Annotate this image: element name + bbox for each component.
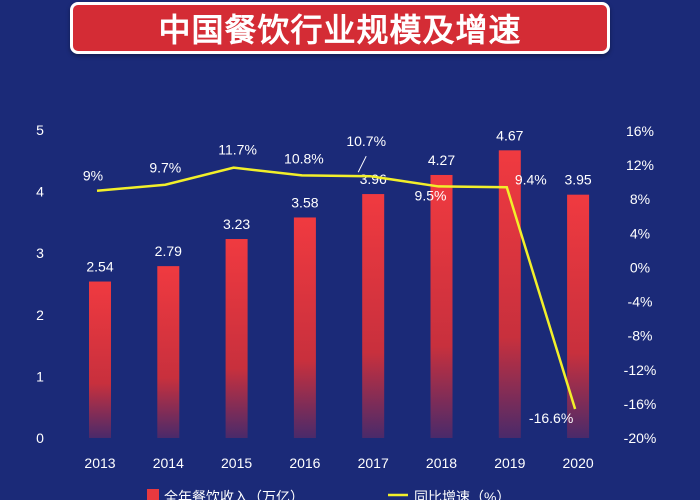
right-axis-ticks: 16% 12% 8% 4% 0% -4% -8% -12% -16% -20% bbox=[624, 123, 657, 446]
bar-value-label: 4.27 bbox=[428, 152, 455, 168]
right-axis-tick: 8% bbox=[630, 191, 650, 207]
right-axis-tick: -4% bbox=[628, 294, 653, 310]
left-axis-tick: 0 bbox=[36, 430, 44, 446]
legend: 全年餐饮收入（万亿） 同比增速（%） bbox=[147, 489, 510, 500]
bar-value-label: 3.23 bbox=[223, 216, 250, 232]
right-axis-tick: -12% bbox=[624, 362, 657, 378]
bar bbox=[430, 174, 453, 438]
x-axis-tick: 2015 bbox=[221, 455, 252, 471]
bar bbox=[362, 194, 385, 438]
bar bbox=[89, 281, 111, 438]
bar bbox=[567, 194, 590, 438]
x-axis-tick: 2018 bbox=[426, 455, 457, 471]
bar-value-label: 4.67 bbox=[496, 127, 523, 143]
right-axis-tick: 12% bbox=[626, 157, 654, 173]
left-axis-tick: 3 bbox=[36, 245, 44, 261]
right-axis-tick: -20% bbox=[624, 430, 657, 446]
legend-bar-label: 全年餐饮收入（万亿） bbox=[164, 489, 304, 500]
line-value-label: 9.5% bbox=[415, 187, 447, 203]
x-axis-tick: 2020 bbox=[563, 455, 594, 471]
x-axis-tick: 2016 bbox=[289, 455, 320, 471]
line-value-label: 9.7% bbox=[149, 160, 181, 176]
legend-line-label: 同比增速（%） bbox=[414, 489, 510, 500]
line-value-label: 11.7% bbox=[218, 142, 257, 158]
bar-data-labels: 2.542.793.233.583.964.274.673.95 bbox=[86, 127, 592, 274]
x-axis-tick: 2014 bbox=[153, 455, 184, 471]
right-axis-tick: 0% bbox=[630, 259, 650, 275]
bar-value-label: 3.95 bbox=[564, 172, 591, 188]
left-axis-tick: 4 bbox=[36, 184, 44, 200]
chart-title-banner: 中国餐饮行业规模及增速 bbox=[70, 2, 610, 54]
right-axis-tick: 4% bbox=[630, 225, 650, 241]
line-data-labels: 9% 9.7% 11.7% 10.8% 10.7% 9.5% 9.4% -16.6% bbox=[83, 133, 573, 426]
bar bbox=[293, 217, 316, 438]
line-series bbox=[96, 166, 577, 410]
bar-series bbox=[89, 150, 590, 438]
right-axis-tick: -8% bbox=[628, 328, 653, 344]
x-axis-tick: 2017 bbox=[358, 455, 389, 471]
bar bbox=[498, 150, 521, 438]
bar bbox=[225, 239, 248, 438]
bar-value-label: 2.54 bbox=[86, 259, 113, 275]
bar bbox=[157, 266, 180, 438]
growth-line bbox=[96, 166, 577, 410]
right-axis-tick: -16% bbox=[624, 396, 657, 412]
left-axis-tick: 1 bbox=[36, 368, 44, 384]
legend-bar-swatch bbox=[147, 489, 159, 500]
line-value-label: -16.6% bbox=[529, 410, 573, 426]
x-axis-tick: 2013 bbox=[84, 455, 115, 471]
bar-value-label: 3.58 bbox=[291, 194, 318, 210]
bar-value-label: 2.79 bbox=[155, 243, 182, 259]
label-leader-line bbox=[357, 155, 367, 173]
line-value-label: 9.4% bbox=[515, 171, 547, 187]
right-axis-tick: 16% bbox=[626, 123, 654, 139]
line-value-label: 10.7% bbox=[346, 133, 386, 149]
line-value-label: 10.8% bbox=[284, 150, 324, 166]
left-axis-tick: 5 bbox=[36, 122, 44, 138]
left-axis-tick: 2 bbox=[36, 307, 44, 323]
x-axis-ticks: 2013 2014 2015 2016 2017 2018 2019 2020 bbox=[84, 455, 593, 471]
chart-title: 中国餐饮行业规模及增速 bbox=[158, 11, 522, 49]
line-value-label: 9% bbox=[83, 168, 103, 184]
x-axis-tick: 2019 bbox=[494, 455, 525, 471]
left-axis-ticks: 0 1 2 3 4 5 bbox=[36, 122, 44, 446]
